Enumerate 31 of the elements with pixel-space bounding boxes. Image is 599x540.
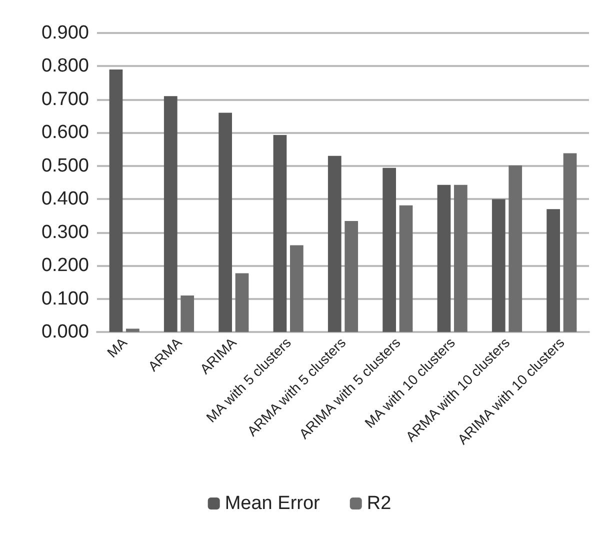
bar <box>563 153 577 332</box>
legend-label: R2 <box>366 493 392 514</box>
y-tick-label: 0.100 <box>41 288 89 310</box>
bar <box>290 245 304 332</box>
y-tick-label: 0.200 <box>41 255 89 276</box>
bar <box>399 205 413 332</box>
bar <box>328 156 342 332</box>
bar <box>382 168 396 332</box>
y-tick-label: 0.600 <box>41 122 89 144</box>
y-tick-label: 0.000 <box>41 322 89 342</box>
bar <box>546 209 560 332</box>
legend-label: Mean Error <box>224 493 321 514</box>
y-tick-label: 0.800 <box>41 56 89 77</box>
bar <box>126 328 140 332</box>
bar <box>273 134 287 332</box>
bar <box>218 112 232 332</box>
bar <box>180 295 194 332</box>
bar <box>437 184 451 332</box>
y-tick-label: 0.500 <box>41 155 89 176</box>
bar <box>454 184 468 332</box>
y-tick-label: 0.900 <box>41 22 89 44</box>
y-tick-label: 0.400 <box>41 188 89 210</box>
y-tick-label: 0.700 <box>41 88 89 110</box>
bar <box>492 199 506 332</box>
bar <box>164 96 178 332</box>
bar <box>508 166 522 332</box>
bar <box>344 221 358 332</box>
bar <box>235 273 249 332</box>
x-tick-label: MA <box>104 334 130 360</box>
y-tick-label: 0.300 <box>41 222 89 243</box>
bar <box>109 70 123 332</box>
